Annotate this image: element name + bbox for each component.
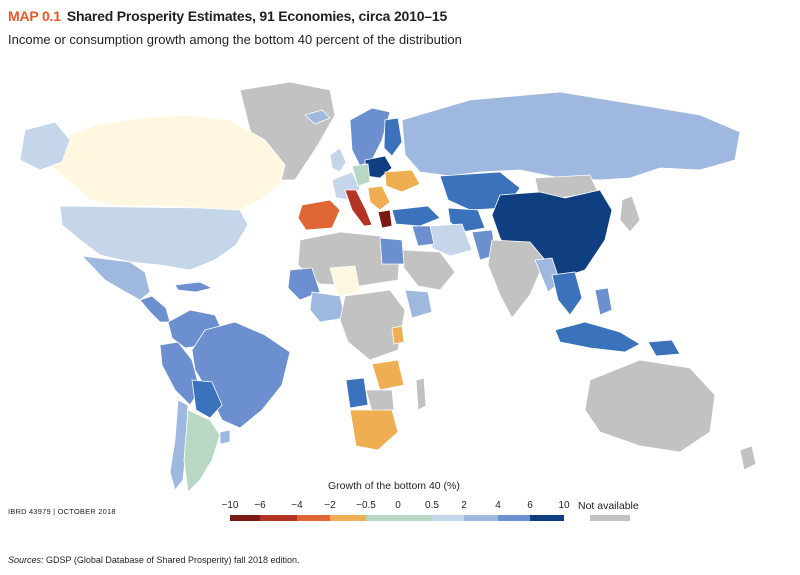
country-iraq xyxy=(411,225,435,247)
country-arabia xyxy=(401,249,456,291)
legend-swatch xyxy=(330,515,366,521)
country-australia xyxy=(584,359,716,453)
legend-tick: 0.5 xyxy=(425,500,439,511)
country-uruguay xyxy=(219,429,231,445)
country-ukraine xyxy=(384,169,421,193)
country-italy xyxy=(344,189,373,227)
legend-tick: −6 xyxy=(254,500,266,511)
sources-note: Sources: GDSP (Global Database of Shared… xyxy=(8,555,300,565)
country-nigeria xyxy=(309,291,346,323)
country-indonesia xyxy=(554,321,641,353)
legend-tick: −10 xyxy=(221,500,239,511)
country-finland xyxy=(383,117,403,157)
sources-label: Sources: xyxy=(8,555,44,565)
country-turkey xyxy=(391,205,441,227)
country-usa xyxy=(59,205,249,271)
country-botswana xyxy=(365,389,395,413)
country-new-zealand xyxy=(739,445,757,471)
sources-text: GDSP (Global Database of Shared Prosperi… xyxy=(46,555,300,565)
country-niger xyxy=(329,265,361,297)
map-subtitle: Income or consumption growth among the b… xyxy=(8,32,462,47)
country-balkans xyxy=(367,185,391,211)
legend-title: Growth of the bottom 40 (%) xyxy=(328,480,460,492)
world-map-svg xyxy=(0,60,800,500)
country-india xyxy=(487,239,546,319)
map-number: MAP 0.1 xyxy=(8,8,61,24)
legend-tick: 0 xyxy=(395,500,401,511)
country-bolivia xyxy=(191,379,223,419)
country-zambia xyxy=(371,359,405,391)
country-philippines xyxy=(594,287,613,316)
legend-swatch xyxy=(498,515,530,521)
legend-tick: −2 xyxy=(324,500,336,511)
country-uk xyxy=(329,147,347,173)
legend-swatch xyxy=(432,515,464,521)
country-germany xyxy=(351,163,371,187)
world-map xyxy=(0,60,800,500)
country-iceland xyxy=(304,109,331,125)
country-japan xyxy=(619,195,641,233)
country-ethiopia xyxy=(404,289,433,319)
country-south-africa xyxy=(349,409,399,451)
country-png xyxy=(647,339,681,357)
legend-tick: −4 xyxy=(291,500,303,511)
ibrd-reference: IBRD 43979 | OCTOBER 2018 xyxy=(8,507,116,516)
legend-tick: 2 xyxy=(461,500,467,511)
country-indochina xyxy=(551,271,583,316)
country-canada xyxy=(49,114,286,211)
legend-swatch xyxy=(366,515,432,521)
legend-swatch xyxy=(260,515,297,521)
legend: Growth of the bottom 40 (%) −10 −6 −4 −2… xyxy=(200,478,660,538)
country-uganda xyxy=(391,325,405,345)
legend-ticks: −10 −6 −4 −2 −0.5 0 0.5 2 4 6 10 xyxy=(200,500,660,514)
country-madagascar xyxy=(415,377,427,411)
legend-swatches xyxy=(200,515,660,521)
map-title-text: Shared Prosperity Estimates, 91 Economie… xyxy=(66,8,448,24)
country-scandinavia xyxy=(349,107,391,167)
legend-swatch xyxy=(464,515,498,521)
legend-swatch-not-available xyxy=(590,515,630,521)
legend-not-available-label: Not available xyxy=(578,500,639,512)
country-egypt xyxy=(379,237,405,265)
country-spain xyxy=(297,199,341,231)
legend-tick: 6 xyxy=(527,500,533,511)
legend-swatch xyxy=(530,515,564,521)
legend-swatch xyxy=(230,515,260,521)
country-caribbean xyxy=(174,281,214,293)
country-central-africa xyxy=(339,289,406,361)
map-title: MAP 0.1 Shared Prosperity Estimates, 91 E… xyxy=(8,8,447,24)
country-greece xyxy=(377,209,393,229)
country-namibia xyxy=(345,377,369,409)
legend-tick: −0.5 xyxy=(356,500,376,511)
country-alaska xyxy=(19,121,71,171)
legend-tick: 4 xyxy=(495,500,501,511)
country-mexico xyxy=(80,255,151,301)
legend-tick: 10 xyxy=(558,500,570,511)
country-argentina xyxy=(183,409,221,493)
legend-swatch xyxy=(297,515,330,521)
